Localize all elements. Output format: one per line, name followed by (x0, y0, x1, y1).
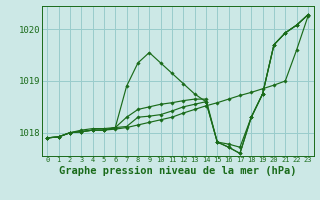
X-axis label: Graphe pression niveau de la mer (hPa): Graphe pression niveau de la mer (hPa) (59, 166, 296, 176)
